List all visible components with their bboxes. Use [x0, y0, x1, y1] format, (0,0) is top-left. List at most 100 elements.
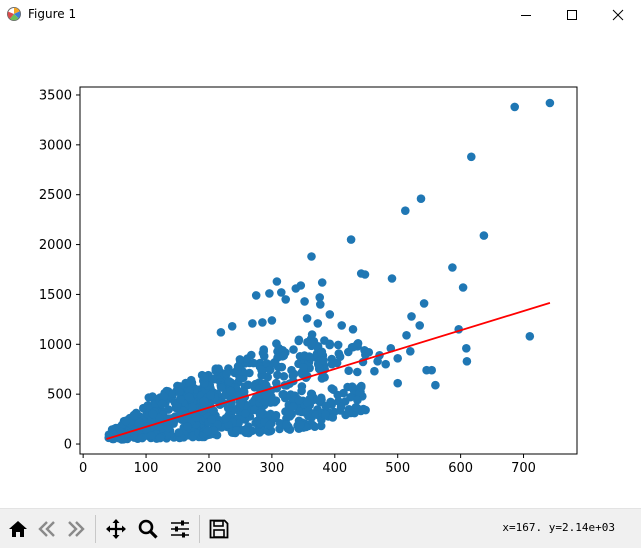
data-point — [361, 405, 370, 415]
data-point — [296, 420, 305, 430]
data-point — [317, 278, 327, 287]
data-point — [406, 347, 415, 356]
data-point — [305, 352, 314, 361]
data-point — [248, 319, 257, 328]
data-point — [479, 231, 489, 240]
data-point — [227, 322, 237, 331]
data-point — [393, 378, 403, 388]
data-point — [216, 383, 226, 392]
data-point — [265, 420, 274, 430]
matplotlib-figure-icon — [6, 6, 22, 22]
data-point — [265, 289, 274, 298]
data-point — [223, 404, 233, 413]
zoom-button[interactable] — [134, 515, 162, 543]
data-point — [302, 397, 312, 407]
data-point — [319, 356, 328, 365]
data-point — [415, 321, 425, 330]
data-point — [148, 392, 157, 401]
data-point — [221, 413, 231, 423]
pan-button[interactable] — [102, 515, 130, 543]
data-point — [402, 331, 411, 340]
data-point — [288, 402, 298, 411]
data-point — [174, 428, 184, 437]
data-point — [294, 395, 304, 405]
data-point — [291, 284, 301, 293]
subplots-button[interactable] — [166, 515, 194, 543]
maximize-button[interactable] — [549, 0, 595, 30]
data-point — [462, 344, 471, 353]
data-point — [206, 390, 215, 400]
data-point — [262, 359, 272, 368]
data-point — [313, 319, 323, 328]
data-point — [240, 409, 250, 418]
minimize-button[interactable] — [503, 0, 549, 30]
data-point — [525, 332, 535, 341]
minimize-icon — [521, 15, 531, 16]
x-tick-label: 500 — [385, 461, 410, 476]
data-point — [328, 413, 338, 422]
data-point — [300, 297, 309, 306]
data-point — [462, 357, 472, 366]
regression-line — [106, 302, 551, 440]
data-point — [344, 366, 354, 376]
data-point — [393, 354, 403, 363]
data-point — [209, 406, 218, 416]
data-point — [155, 433, 165, 443]
toolbar-separator — [95, 515, 96, 543]
data-point — [316, 300, 325, 309]
y-tick-label: 2000 — [39, 238, 72, 253]
close-button[interactable] — [595, 0, 641, 30]
data-point — [277, 288, 286, 297]
data-point — [278, 390, 288, 399]
floppy-disk-icon — [209, 519, 229, 539]
data-point — [321, 409, 330, 419]
y-tick-label: 1000 — [39, 338, 72, 353]
data-point — [316, 421, 326, 431]
data-point — [307, 252, 316, 261]
x-axis: 0 100 200 300 400 500 600 700 — [79, 454, 536, 476]
navigation-toolbar: x=167. y=2.14e+03 — [0, 508, 641, 548]
data-point — [191, 413, 201, 422]
home-button[interactable] — [4, 515, 32, 543]
save-button[interactable] — [205, 515, 233, 543]
back-button[interactable] — [33, 515, 61, 543]
data-point — [329, 385, 338, 395]
close-icon — [612, 9, 624, 21]
maximize-icon — [567, 10, 577, 20]
data-point — [199, 396, 209, 406]
data-point — [222, 369, 231, 379]
back-arrow-icon — [38, 521, 55, 537]
data-point — [297, 386, 306, 396]
data-point — [134, 418, 144, 428]
data-point — [348, 325, 358, 334]
data-point — [335, 352, 345, 362]
data-point — [416, 194, 426, 203]
data-point — [282, 420, 291, 429]
data-point — [271, 413, 280, 422]
data-point — [325, 310, 335, 319]
x-tick-label: 100 — [134, 461, 159, 476]
data-point — [236, 399, 245, 409]
data-point — [216, 328, 226, 337]
cursor-coordinates: x=167. y=2.14e+03 — [502, 521, 615, 534]
y-tick-label: 1500 — [39, 288, 72, 303]
data-point — [224, 377, 234, 386]
figure-canvas[interactable]: 0 100 200 300 400 500 600 700 0 500 1000 1500 2000 2… — [0, 30, 641, 508]
data-point — [281, 295, 291, 304]
data-point — [157, 399, 167, 409]
data-point — [381, 359, 391, 369]
data-point — [159, 392, 169, 401]
y-tick-label: 3500 — [39, 88, 72, 103]
data-point — [267, 316, 277, 325]
axes-frame — [79, 86, 578, 455]
data-point — [387, 274, 397, 283]
scatter-plot: 0 100 200 300 400 500 600 700 0 500 1000 1500 2000 2… — [39, 86, 578, 476]
forward-button[interactable] — [62, 515, 90, 543]
data-point — [241, 425, 250, 435]
data-point — [337, 321, 347, 330]
data-point — [183, 422, 192, 431]
data-point — [353, 339, 363, 348]
data-point — [360, 270, 370, 279]
data-point — [317, 348, 326, 357]
data-point — [307, 339, 316, 348]
